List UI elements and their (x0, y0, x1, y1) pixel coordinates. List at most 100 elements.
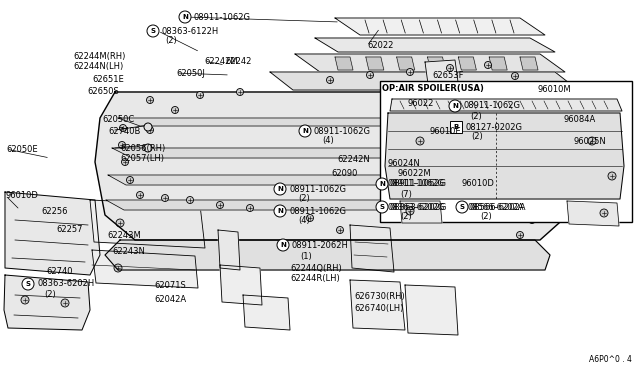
Text: 626740(LH): 626740(LH) (354, 305, 403, 314)
Polygon shape (118, 118, 567, 126)
Text: S: S (150, 28, 156, 34)
Circle shape (547, 147, 554, 154)
Circle shape (118, 141, 125, 148)
Text: 62650S: 62650S (87, 87, 119, 96)
Circle shape (237, 89, 243, 96)
Circle shape (127, 176, 134, 183)
Text: 08911-1062G: 08911-1062G (314, 126, 371, 135)
Text: N: N (182, 14, 188, 20)
Text: 08911-1062G: 08911-1062G (390, 180, 447, 189)
Polygon shape (335, 57, 353, 70)
Circle shape (326, 77, 333, 83)
Text: 62740B: 62740B (108, 126, 140, 135)
Circle shape (545, 122, 552, 128)
Text: (2): (2) (165, 36, 177, 45)
Text: OP:AIR SPOILER(USA): OP:AIR SPOILER(USA) (382, 84, 484, 93)
Polygon shape (315, 38, 555, 52)
Polygon shape (489, 57, 507, 70)
Text: 96010D: 96010D (462, 180, 495, 189)
Circle shape (147, 96, 154, 103)
Polygon shape (350, 225, 394, 272)
Polygon shape (5, 192, 100, 275)
Circle shape (536, 195, 543, 202)
Text: (1): (1) (300, 251, 312, 260)
Circle shape (406, 68, 413, 76)
Text: N: N (452, 103, 458, 109)
Text: 62042A: 62042A (154, 295, 186, 304)
Polygon shape (295, 54, 565, 72)
Circle shape (246, 205, 253, 212)
Circle shape (147, 126, 154, 134)
Text: 96010D: 96010D (6, 192, 39, 201)
Text: N: N (280, 242, 286, 248)
Text: 96024N: 96024N (388, 158, 420, 167)
Polygon shape (458, 57, 476, 70)
Text: 62050E: 62050E (6, 144, 38, 154)
Text: 62244R(LH): 62244R(LH) (290, 275, 340, 283)
Polygon shape (270, 72, 578, 90)
Text: 08911-2062H: 08911-2062H (292, 241, 349, 250)
Polygon shape (390, 99, 622, 111)
Text: 62244N(LH): 62244N(LH) (73, 61, 124, 71)
Text: S: S (380, 204, 385, 210)
Text: S: S (26, 281, 31, 287)
Circle shape (307, 215, 314, 221)
Polygon shape (350, 280, 405, 330)
Circle shape (179, 11, 191, 23)
Text: N: N (277, 208, 283, 214)
Circle shape (161, 195, 168, 202)
Text: (2): (2) (470, 112, 482, 122)
Text: 08566-6202A: 08566-6202A (468, 202, 525, 212)
Text: N: N (302, 128, 308, 134)
Polygon shape (520, 57, 538, 70)
Text: S: S (460, 204, 465, 210)
Text: 08127-0202G: 08127-0202G (465, 122, 522, 131)
Text: 62256: 62256 (41, 206, 67, 215)
Text: (2): (2) (298, 195, 310, 203)
Text: (2): (2) (400, 212, 412, 221)
Polygon shape (428, 57, 445, 70)
Polygon shape (112, 148, 570, 158)
Text: (4): (4) (298, 217, 310, 225)
Circle shape (608, 172, 616, 180)
Text: 62057(LH): 62057(LH) (120, 154, 164, 164)
Circle shape (588, 137, 596, 145)
Text: (4): (4) (322, 137, 333, 145)
Circle shape (172, 106, 179, 113)
Circle shape (531, 92, 538, 99)
Circle shape (21, 296, 29, 304)
Polygon shape (90, 200, 205, 248)
Circle shape (447, 64, 454, 71)
Polygon shape (4, 275, 90, 330)
Circle shape (277, 239, 289, 251)
Text: 62243N: 62243N (112, 247, 145, 256)
Text: 96084A: 96084A (564, 115, 596, 124)
Circle shape (144, 123, 152, 131)
Polygon shape (218, 230, 240, 270)
Circle shape (367, 71, 374, 78)
Polygon shape (108, 175, 570, 185)
Circle shape (276, 208, 284, 215)
Polygon shape (397, 57, 415, 70)
Circle shape (216, 202, 223, 208)
Text: 08911-1062G: 08911-1062G (289, 206, 346, 215)
Polygon shape (335, 18, 545, 35)
Circle shape (144, 144, 152, 152)
Text: 96010M: 96010M (537, 84, 571, 93)
Text: 08911-1062G: 08911-1062G (388, 180, 445, 189)
Polygon shape (105, 240, 550, 270)
Polygon shape (400, 201, 442, 223)
Circle shape (114, 264, 122, 272)
Text: 08363-6202G: 08363-6202G (388, 202, 445, 212)
Circle shape (274, 205, 286, 217)
Text: 62257: 62257 (56, 224, 83, 234)
Polygon shape (366, 57, 384, 70)
Text: 08911-1062G: 08911-1062G (464, 102, 521, 110)
Text: 96022: 96022 (408, 99, 435, 108)
Circle shape (516, 231, 524, 238)
Text: 62242M: 62242M (204, 57, 237, 65)
Circle shape (376, 201, 388, 213)
Text: 62071S: 62071S (154, 282, 186, 291)
Text: B: B (453, 124, 459, 130)
Circle shape (299, 125, 311, 137)
